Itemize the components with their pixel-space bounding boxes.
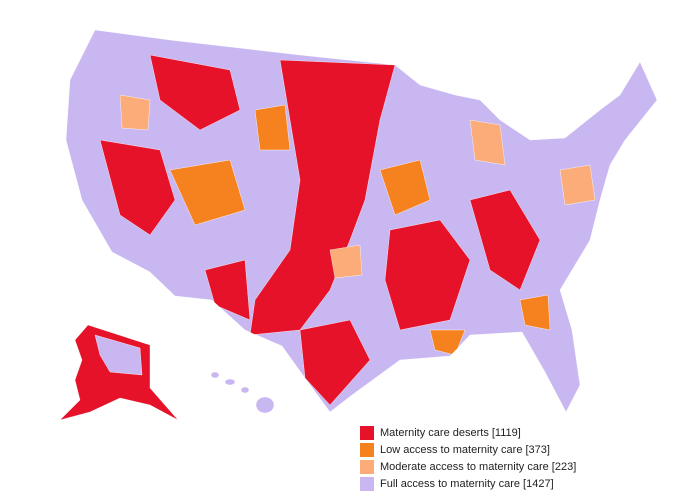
region <box>94 334 143 376</box>
hawaii-island <box>224 378 236 386</box>
region <box>149 54 241 131</box>
region <box>329 244 363 279</box>
hawaii-island <box>255 396 275 414</box>
region <box>119 94 151 131</box>
region <box>519 294 551 331</box>
region <box>559 164 596 206</box>
hawaii <box>210 371 275 414</box>
region <box>379 159 431 216</box>
legend-label: Low access to maternity care [373] <box>380 444 550 456</box>
region <box>469 189 541 291</box>
legend-swatch <box>360 477 374 491</box>
region <box>384 219 471 331</box>
alaska <box>59 324 179 421</box>
lower-48 <box>65 29 658 413</box>
legend-label: Moderate access to maternity care [223] <box>380 461 576 473</box>
legend: Maternity care deserts [1119] Low access … <box>360 426 576 491</box>
legend-swatch <box>360 426 374 440</box>
region <box>469 119 506 166</box>
hawaii-island <box>210 371 220 379</box>
hawaii-island <box>240 386 250 394</box>
region <box>169 159 246 226</box>
legend-label: Full access to maternity care [1427] <box>380 478 554 490</box>
legend-swatch <box>360 460 374 474</box>
legend-swatch <box>360 443 374 457</box>
region <box>99 139 176 236</box>
region <box>254 104 291 151</box>
legend-label: Maternity care deserts [1119] <box>380 427 521 439</box>
region <box>299 319 371 406</box>
